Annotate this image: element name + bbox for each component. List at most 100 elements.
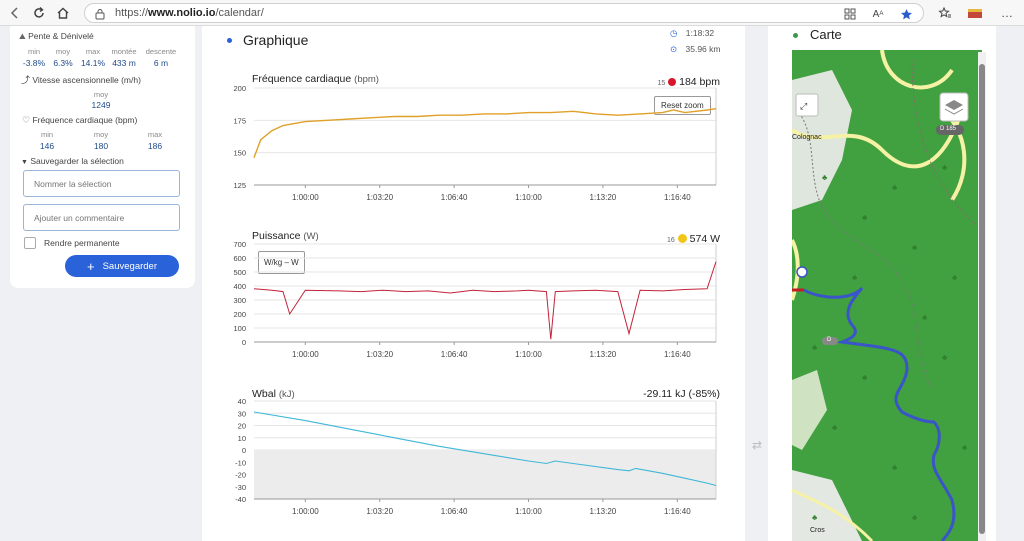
y-tick-label: 200 (233, 310, 246, 319)
series-line (253, 411, 717, 487)
swap-arrows-icon[interactable]: ⇄ (752, 438, 763, 452)
more-menu-icon[interactable]: … (1001, 6, 1013, 20)
svg-text:♣: ♣ (942, 353, 948, 362)
svg-text:♣: ♣ (862, 213, 868, 222)
stat-label: moy (93, 130, 109, 139)
refresh-icon[interactable] (30, 4, 48, 22)
y-tick-label: 0 (242, 338, 246, 347)
home-icon[interactable] (54, 4, 72, 22)
hr-readout: 15 184 bpm (657, 76, 720, 88)
duration-readout: ◷ 1:18:32 (670, 28, 715, 38)
svg-text:♣: ♣ (892, 463, 898, 472)
slope-section-title: ⛰ Pente & Dénivelé (19, 31, 94, 41)
map-canvas[interactable]: ♣ ♣ ♣ ♣ ♣ ♣ ♣ ♣ ♣ ♣ ♣ ♣ ♣ ♣ ♣ ♣ ⤢ Colognac Cros D 18… (792, 50, 982, 541)
collections-icon[interactable] (966, 4, 984, 22)
power-chart[interactable]: 700 600 500 400 300 200 100 0 1:00:00 1:03:20 1:06… (202, 26, 745, 376)
stat-label: min (40, 130, 54, 139)
map-place-label: Colognac (792, 134, 822, 141)
comment-input[interactable] (23, 204, 180, 231)
favorites-icon[interactable] (936, 4, 954, 22)
negative-zone (254, 450, 716, 499)
wbal-chart-title: Wbal (kJ) (252, 388, 295, 400)
location-pin-icon: ⊙ (670, 44, 678, 54)
y-tick-label: -30 (235, 483, 246, 492)
selection-stats-panel: ⛰ Pente & Dénivelé min moy max montée de… (10, 26, 195, 288)
heart-icon: ♡ (22, 115, 31, 125)
fullscreen-icon[interactable]: ⤢ (800, 101, 808, 111)
stat-value: 146 (39, 141, 55, 151)
lock-icon[interactable] (93, 7, 107, 21)
svg-text:♣: ♣ (822, 173, 828, 182)
graph-panel: Graphique ◷ 1:18:32 ⊙ 35.96 km Fréquence… (202, 26, 745, 541)
series-line (253, 261, 717, 340)
stat-label: max (85, 47, 101, 56)
climb-arrow-icon: ⤴ (21, 75, 31, 85)
url-text[interactable]: https://www.nolio.io/calendar/ (115, 7, 264, 19)
section-bullet-icon (793, 33, 798, 38)
map-panel: Carte ♣ ♣ ♣ ♣ ♣ ♣ ♣ ♣ ♣ ♣ ♣ ♣ (768, 26, 996, 541)
y-tick-label: 30 (238, 409, 246, 418)
y-tick-label: 100 (233, 324, 246, 333)
x-tick-label: 1:13:20 (590, 350, 617, 359)
scrollbar-thumb[interactable] (979, 64, 985, 534)
x-tick-label: 1:03:20 (366, 350, 393, 359)
hr-chart[interactable]: 200 175 150 125 1:00:00 1:03:20 1:06:40 1:10:00… (202, 26, 745, 226)
road-label: D (827, 337, 832, 343)
x-tick-label: 1:06:40 (441, 350, 468, 359)
back-icon[interactable] (6, 4, 24, 22)
x-tick-label: 1:06:40 (441, 507, 468, 516)
y-tick-label: 150 (233, 149, 246, 158)
slope-icon: ⛰ (19, 32, 26, 41)
stat-label: descente (145, 47, 177, 56)
save-button[interactable]: + Sauvegarder (65, 255, 179, 277)
distance-readout: ⊙ 35.96 km (670, 44, 721, 54)
y-tick-label: 600 (233, 254, 246, 263)
favorite-star-icon[interactable] (899, 7, 913, 21)
wbal-readout: -29.11 kJ (-85%) (643, 388, 720, 400)
svg-text:♣: ♣ (812, 343, 818, 352)
unit-toggle-button[interactable]: W/kg – W (258, 251, 305, 274)
series-line (253, 108, 717, 159)
hr-chart-title: Fréquence cardiaque (bpm) (252, 73, 379, 85)
svg-text:♣: ♣ (852, 273, 858, 282)
map-svg: ♣ ♣ ♣ ♣ ♣ ♣ ♣ ♣ ♣ ♣ ♣ ♣ ♣ ♣ ♣ ♣ (792, 50, 982, 541)
map-title: Carte (810, 27, 842, 42)
permanent-checkbox[interactable] (24, 237, 36, 249)
y-tick-label: -20 (235, 471, 246, 480)
x-tick-label: 1:16:40 (664, 507, 691, 516)
svg-text:♣: ♣ (912, 243, 918, 252)
x-tick-label: 1:00:00 (292, 350, 319, 359)
power-chart-title: Puissance (W) (252, 230, 319, 242)
y-tick-label: 125 (233, 181, 246, 190)
save-section-toggle[interactable]: ▼ Sauvegarder la sélection (21, 156, 124, 166)
x-tick-label: 1:13:20 (590, 507, 617, 516)
stat-label: min (27, 47, 41, 56)
permanent-label: Rendre permanente (44, 238, 120, 248)
stat-value: 433 m (112, 58, 136, 68)
stat-label: moy (55, 47, 71, 56)
map-scrollbar[interactable] (978, 52, 986, 541)
stat-value: 6.3% (53, 58, 73, 68)
graph-title: Graphique (243, 32, 309, 48)
x-tick-label: 1:00:00 (292, 507, 319, 516)
clock-icon: ◷ (670, 28, 678, 38)
y-tick-label: -10 (235, 458, 246, 467)
selection-name-input[interactable] (23, 170, 180, 197)
x-tick-label: 1:03:20 (366, 193, 393, 202)
stat-value: 186 (147, 141, 163, 151)
reset-zoom-button[interactable]: Reset zoom (654, 96, 711, 115)
map-place-label: Cros (810, 527, 825, 534)
stat-value: 6 m (153, 58, 169, 68)
y-tick-label: -40 (235, 495, 246, 504)
stat-label: max (147, 130, 163, 139)
svg-text:♣: ♣ (922, 313, 928, 322)
route-start-marker (796, 266, 808, 278)
apps-icon[interactable] (843, 7, 857, 21)
x-tick-label: 1:00:00 (292, 193, 319, 202)
svg-text:♣: ♣ (832, 423, 838, 432)
caret-down-icon: ▼ (21, 159, 28, 166)
power-readout: 16 574 W (667, 233, 720, 245)
